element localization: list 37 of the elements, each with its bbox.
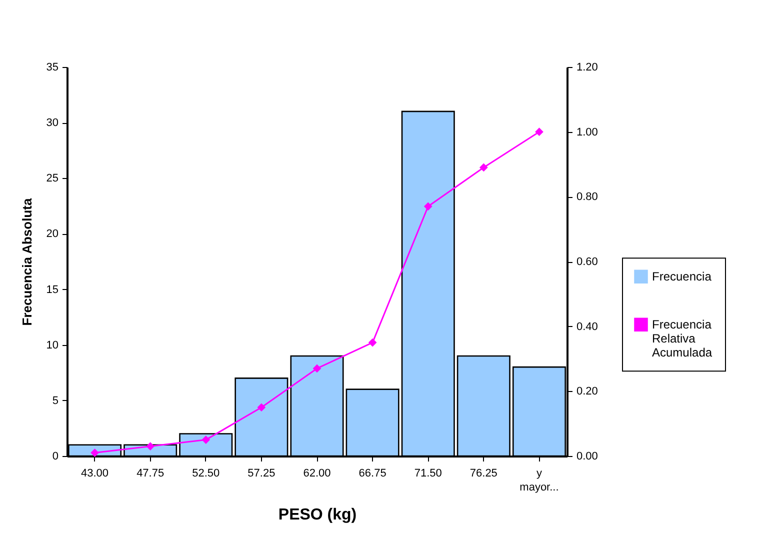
legend-label: Frecuencia	[652, 270, 712, 284]
y2-tick-label: 0.40	[576, 320, 598, 333]
y-tick-label: 15	[46, 284, 58, 296]
x-tick-label: 52.50	[192, 468, 220, 480]
point	[479, 163, 488, 172]
y2-tick-label: 1.00	[576, 126, 598, 138]
y-tick-label: 20	[46, 228, 58, 240]
legend-label: Frecuencia Relativa Acumulada	[652, 318, 712, 360]
point	[535, 128, 544, 136]
x-tick-label: 66.75	[358, 468, 386, 480]
point	[257, 403, 266, 412]
y2-tick-label: 0.80	[576, 191, 598, 204]
x-tick-label: 62.00	[303, 468, 331, 480]
y2-tick-label: 0.20	[576, 386, 598, 398]
point	[202, 436, 210, 444]
y-tick-label: 25	[46, 172, 58, 185]
y2-tick-label: 0.00	[576, 450, 598, 462]
y-tick-label: 5	[52, 394, 58, 407]
y-tick-label: 35	[46, 62, 58, 74]
point	[424, 202, 432, 211]
x-tick-label: 57.25	[248, 468, 276, 480]
y-tick-label: 0	[52, 450, 58, 462]
point	[312, 364, 322, 373]
y-tick-label: 10	[46, 339, 58, 352]
y-tick-label: 30	[46, 117, 58, 130]
point	[90, 448, 99, 457]
x-tick-label: 71.50	[414, 468, 442, 480]
x-tick-label: y mayor...	[520, 468, 559, 494]
x-tick-label: 76.25	[470, 468, 498, 480]
x-tick-label: 43.00	[81, 468, 109, 480]
point	[146, 442, 155, 450]
y2-tick-label: 1.20	[576, 62, 598, 74]
y-axis-title: Frecuencia Absoluta	[19, 198, 34, 326]
point	[368, 338, 377, 347]
x-axis-title: PESO (kg)	[278, 506, 357, 524]
x-tick-label: 47.75	[136, 468, 164, 480]
y2-tick-label: 0.60	[576, 256, 598, 268]
